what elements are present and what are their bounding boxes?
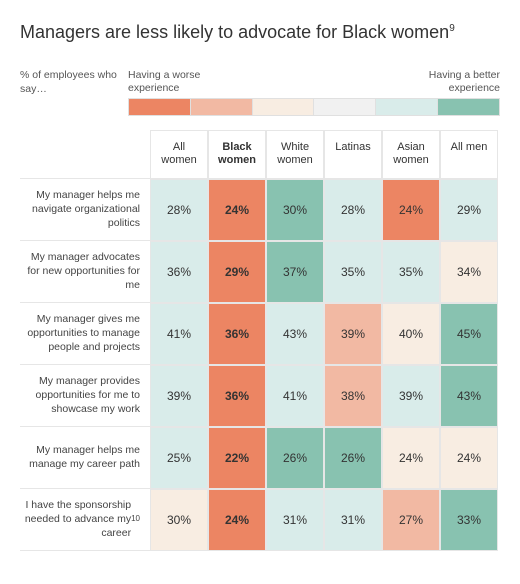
table-cell: 24% xyxy=(382,427,440,489)
table-cell: 31% xyxy=(266,489,324,551)
table-cell: 36% xyxy=(150,241,208,303)
table-cell: 26% xyxy=(266,427,324,489)
table-cell: 37% xyxy=(266,241,324,303)
column-header: Asian women xyxy=(382,130,440,178)
table-cell: 25% xyxy=(150,427,208,489)
legend-swatches xyxy=(128,98,500,116)
table-cell: 22% xyxy=(208,427,266,489)
table-cell: 38% xyxy=(324,365,382,427)
legend-swatch xyxy=(129,99,191,115)
subtitle: % of employees who say… xyxy=(20,69,118,96)
column-header: All women xyxy=(150,130,208,178)
table-cell: 45% xyxy=(440,303,498,365)
row-footnote: 10 xyxy=(131,514,140,525)
legend-swatch xyxy=(376,99,438,115)
title-text: Managers are less likely to advocate for… xyxy=(20,22,449,42)
table-cell: 29% xyxy=(208,241,266,303)
table-cell: 41% xyxy=(266,365,324,427)
column-header: Latinas xyxy=(324,130,382,178)
table-cell: 24% xyxy=(440,427,498,489)
column-header: White women xyxy=(266,130,324,178)
table-cell: 34% xyxy=(440,241,498,303)
legend-swatch xyxy=(314,99,376,115)
legend-worse-label: Having a worse experience xyxy=(128,69,218,94)
table-cell: 28% xyxy=(150,179,208,241)
legend-swatch xyxy=(191,99,253,115)
table-cell: 43% xyxy=(440,365,498,427)
legend-swatch xyxy=(438,99,499,115)
table-cell: 39% xyxy=(382,365,440,427)
column-header: All men xyxy=(440,130,498,178)
row-label: My manager provides opportunities for me… xyxy=(20,365,150,427)
table-cell: 29% xyxy=(440,179,498,241)
table-cell: 24% xyxy=(382,179,440,241)
table-cell: 30% xyxy=(150,489,208,551)
table-cell: 40% xyxy=(382,303,440,365)
legend-scale: Having a worse experience Having a bette… xyxy=(128,69,500,116)
legend-swatch xyxy=(253,99,315,115)
table-cell: 39% xyxy=(150,365,208,427)
table-cell: 24% xyxy=(208,179,266,241)
table-cell: 28% xyxy=(324,179,382,241)
table-cell: 35% xyxy=(382,241,440,303)
table-cell: 27% xyxy=(382,489,440,551)
table-cell: 31% xyxy=(324,489,382,551)
row-label: My manager helps me manage my career pat… xyxy=(20,427,150,489)
table-cell: 43% xyxy=(266,303,324,365)
table-cell: 36% xyxy=(208,365,266,427)
table-cell: 36% xyxy=(208,303,266,365)
row-label: My manager gives me opportunities to man… xyxy=(20,303,150,365)
row-label: My manager advocates for new opportuniti… xyxy=(20,241,150,303)
table-cell: 26% xyxy=(324,427,382,489)
header-spacer xyxy=(20,130,150,178)
row-label: I have the sponsorship needed to advance… xyxy=(20,489,150,551)
column-header: Black women xyxy=(208,130,266,178)
table-cell: 33% xyxy=(440,489,498,551)
table-cell: 24% xyxy=(208,489,266,551)
table-cell: 39% xyxy=(324,303,382,365)
legend-better-label: Having a better experience xyxy=(410,69,500,94)
row-label: My manager helps me navigate organizatio… xyxy=(20,179,150,241)
title-footnote: 9 xyxy=(449,23,455,34)
heatmap-table: All womenBlack womenWhite womenLatinasAs… xyxy=(20,130,500,550)
legend-row: % of employees who say… Having a worse e… xyxy=(20,69,500,116)
chart-title: Managers are less likely to advocate for… xyxy=(20,22,500,43)
table-cell: 35% xyxy=(324,241,382,303)
table-cell: 30% xyxy=(266,179,324,241)
table-cell: 41% xyxy=(150,303,208,365)
